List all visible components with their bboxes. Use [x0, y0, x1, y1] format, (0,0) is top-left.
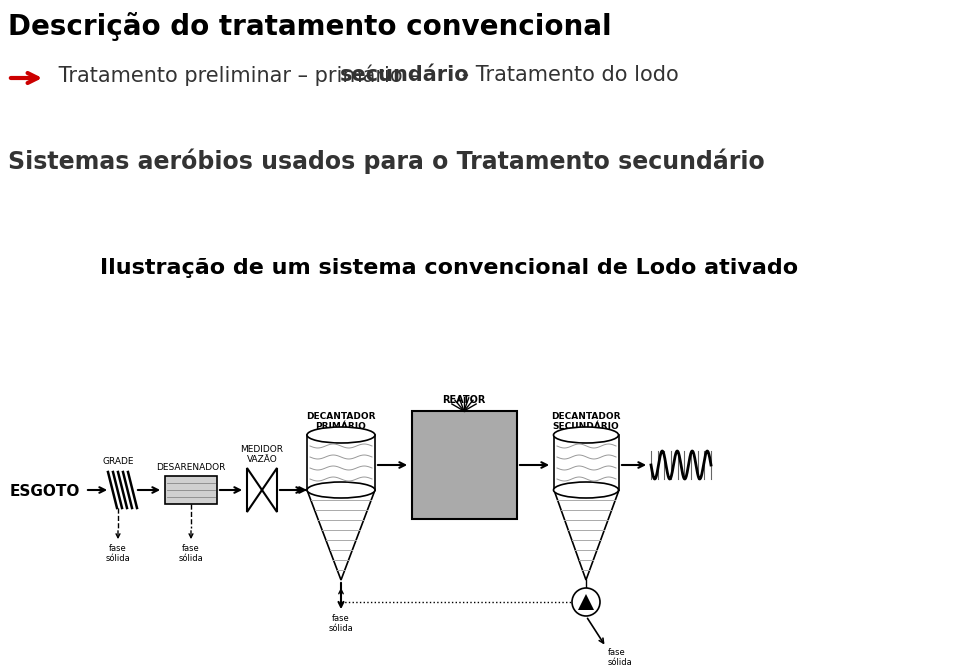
Polygon shape	[247, 468, 277, 512]
Bar	[165, 476, 217, 504]
Text: MEDIDOR
VAZÃO: MEDIDOR VAZÃO	[241, 445, 283, 464]
Ellipse shape	[554, 427, 618, 443]
Bar	[554, 435, 619, 490]
Ellipse shape	[307, 427, 375, 443]
Text: GRADE: GRADE	[103, 457, 133, 466]
Text: secundário: secundário	[340, 65, 469, 85]
Text: Sistemas aeróbios usados para o Tratamento secundário: Sistemas aeróbios usados para o Tratamen…	[8, 148, 765, 173]
Text: Descrição do tratamento convencional: Descrição do tratamento convencional	[8, 12, 612, 41]
Text: fase
sólida: fase sólida	[106, 544, 131, 563]
Text: fase
sólida: fase sólida	[328, 614, 353, 634]
Polygon shape	[307, 490, 375, 580]
Text: DESARENADOR: DESARENADOR	[156, 463, 226, 472]
Circle shape	[572, 588, 600, 616]
Ellipse shape	[307, 482, 375, 498]
Polygon shape	[554, 490, 619, 580]
Text: REATOR: REATOR	[443, 395, 486, 405]
Bar	[307, 435, 375, 490]
Polygon shape	[578, 594, 594, 610]
Text: DECANTADOR
PRIMÁRIO: DECANTADOR PRIMÁRIO	[306, 411, 375, 431]
Text: Ilustração de um sistema convencional de Lodo ativado: Ilustração de um sistema convencional de…	[100, 258, 798, 278]
Text: DECANTADOR
SECUNDÁRIO: DECANTADOR SECUNDÁRIO	[551, 411, 621, 431]
Text: ESGOTO: ESGOTO	[10, 485, 80, 499]
Ellipse shape	[554, 482, 618, 498]
Text: fase
sólida: fase sólida	[179, 544, 204, 563]
Text: - Tratamento do lodo: - Tratamento do lodo	[455, 65, 679, 85]
Text: fase
sólida: fase sólida	[608, 648, 633, 667]
Text: Tratamento preliminar – primário –: Tratamento preliminar – primário –	[52, 65, 426, 87]
Bar	[412, 411, 517, 519]
